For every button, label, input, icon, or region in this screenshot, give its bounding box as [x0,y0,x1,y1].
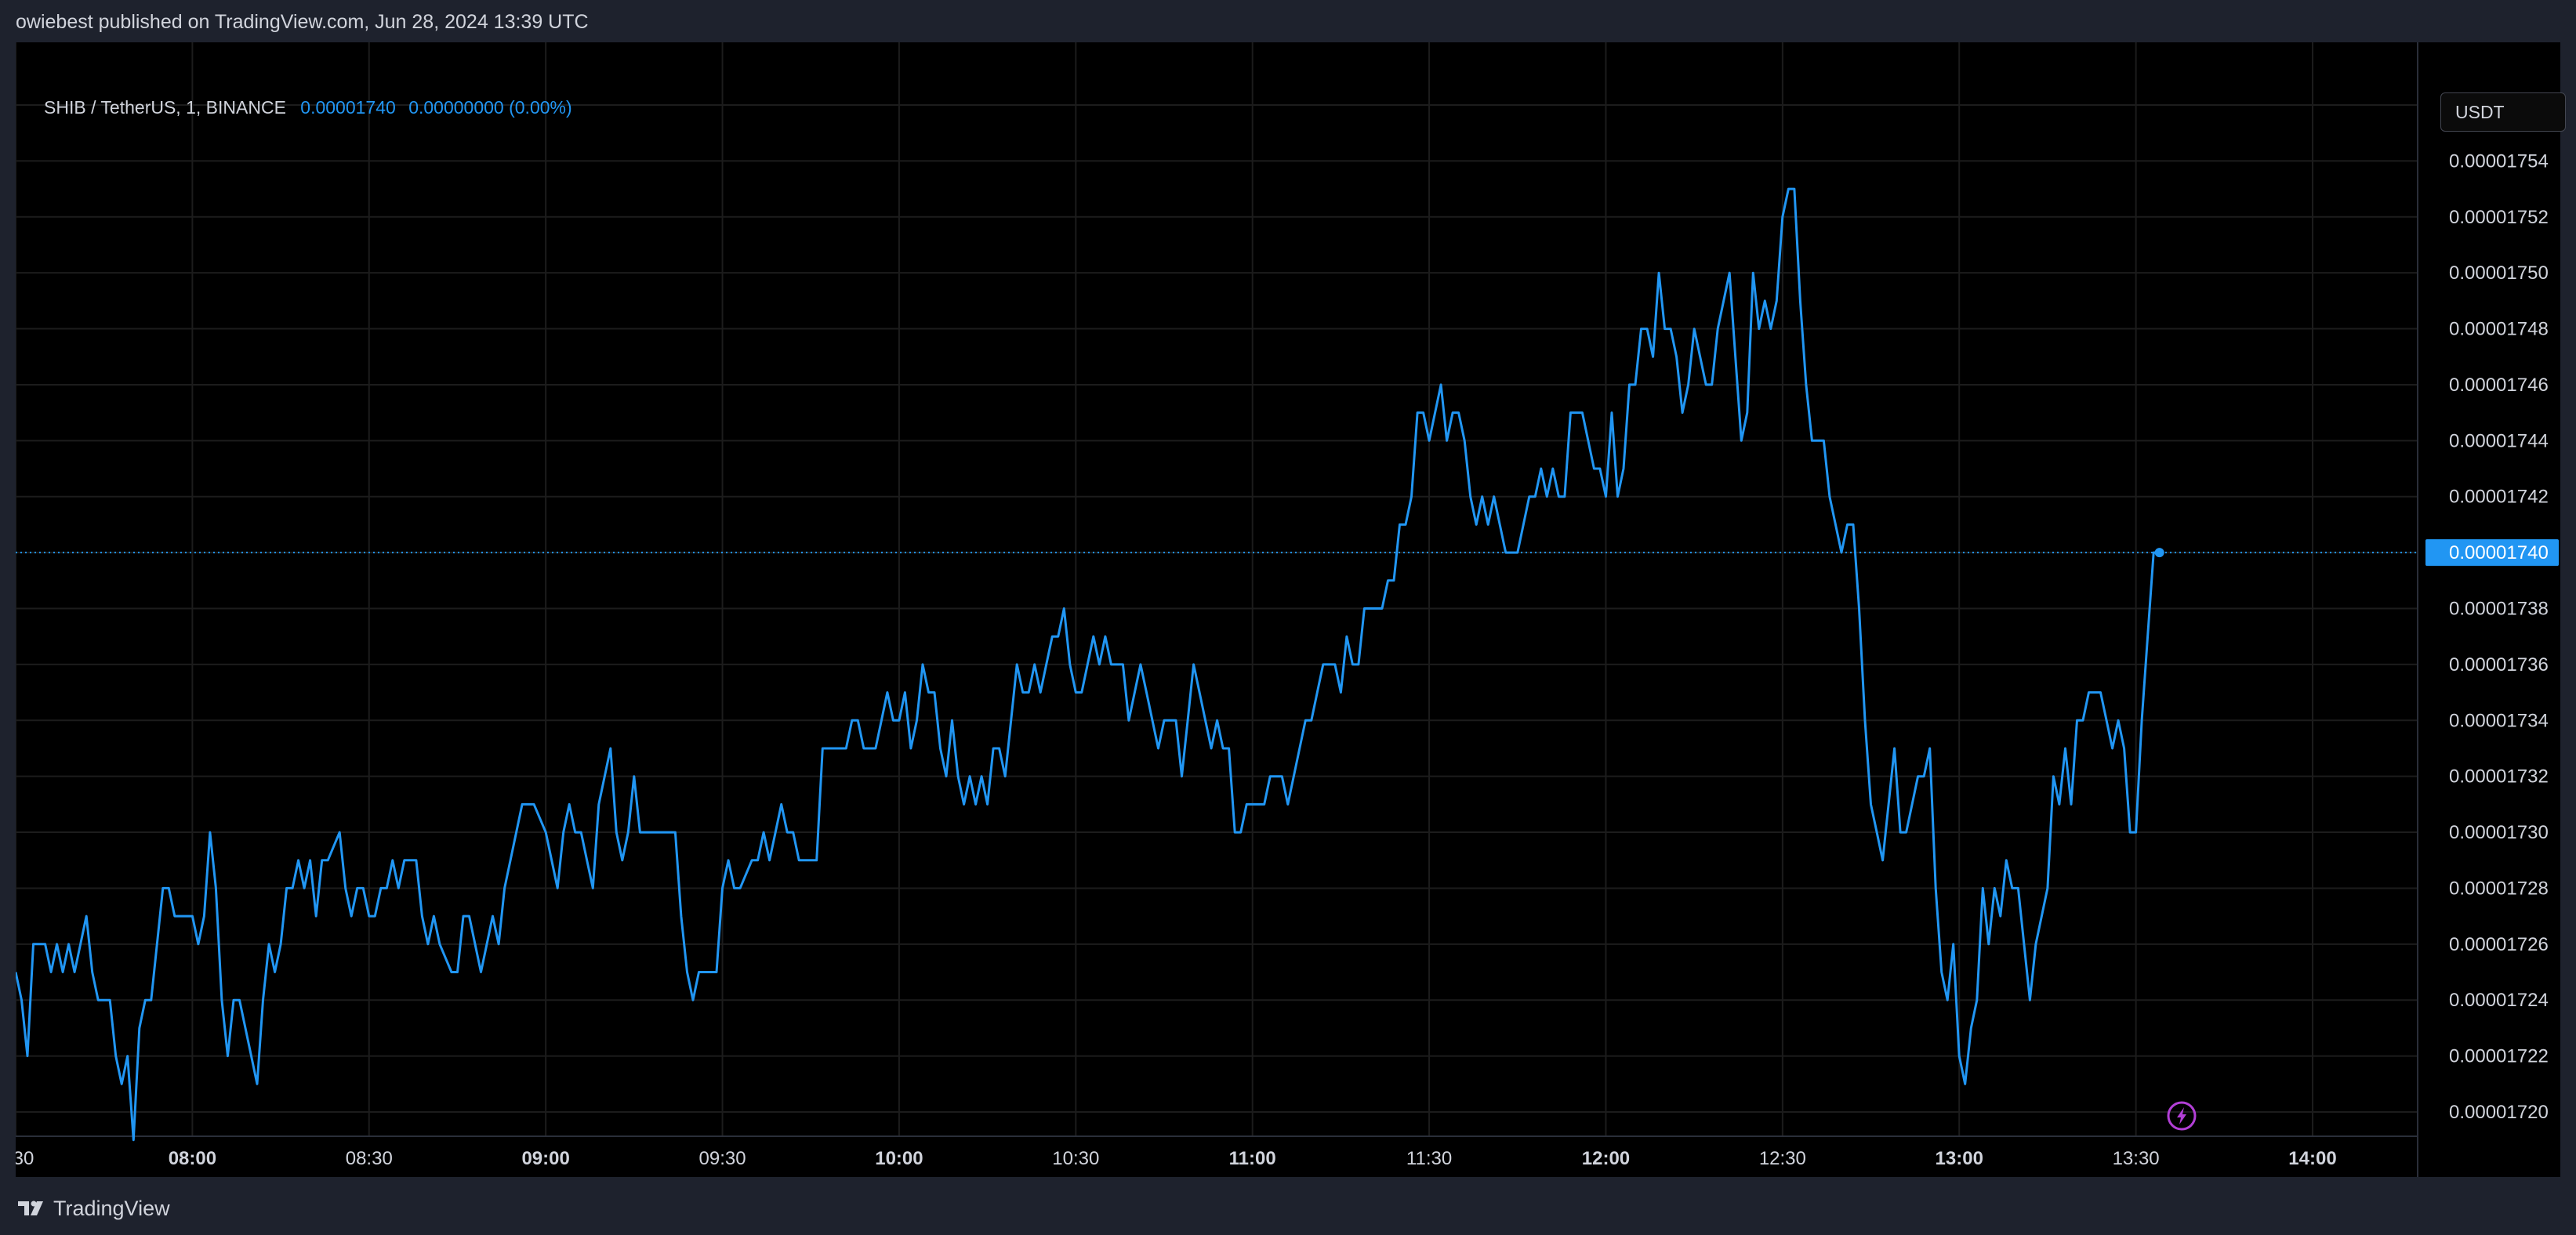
price-tick-label: 0.00001732 [2449,766,2549,788]
price-tick-label: 0.00001742 [2449,487,2549,508]
tradingview-logo-icon [18,1201,43,1215]
legend-last-price: 0.00001740 [300,97,396,118]
chart-legend: SHIB / TetherUS, 1, BINANCE 0.00001740 0… [44,97,572,118]
legend-change: 0.00000000 (0.00%) [408,97,572,118]
current-price-tag: 0.00001740 [2425,539,2559,567]
price-tick-label: 0.00001722 [2449,1046,2549,1067]
price-tick-label: 0.00001738 [2449,599,2549,620]
price-tick-label: 0.00001724 [2449,990,2549,1011]
price-tick-label: 0.00001720 [2449,1102,2549,1123]
last-price-point [2154,548,2164,558]
price-tick-label: 0.00001736 [2449,654,2549,675]
time-tick-label: 11:30 [1406,1148,1452,1169]
currency-button[interactable]: USDT [2440,92,2566,132]
time-tick-label: 7:30 [16,1148,34,1169]
publish-note: owiebest published on TradingView.com, J… [16,11,589,33]
price-tick-label: 0.00001734 [2449,710,2549,731]
lightning-icon[interactable] [2167,1101,2197,1131]
price-tick-label: 0.00001752 [2449,207,2549,228]
price-tick-label: 0.00001748 [2449,319,2549,340]
price-series-line [16,187,2160,1142]
price-tick-label: 0.00001744 [2449,430,2549,451]
header: owiebest published on TradingView.com, J… [0,0,2576,42]
chart-area[interactable]: 0.000017560.000017540.000017520.00001750… [16,42,2566,1177]
brand-name: TradingView [53,1196,170,1220]
time-tick-label: 14:00 [2288,1148,2336,1169]
time-axis: 7:30 08:00 08:30 09:00 09:30 10:00 10:30 11:00 1… [16,1148,2337,1169]
price-axis: 0.000017560.000017540.000017520.00001750… [2449,95,2549,1123]
symbol-title[interactable]: SHIB / TetherUS, 1, BINANCE [44,97,286,118]
price-tick-label: 0.00001746 [2449,375,2549,396]
price-chart[interactable]: 0.000017560.000017540.000017520.00001750… [16,42,2560,1177]
time-tick-label: 12:30 [1759,1148,1806,1169]
time-tick-label: 09:30 [699,1148,746,1169]
price-tick-label: 0.00001726 [2449,934,2549,955]
current-price-tag-label: 0.00001740 [2449,542,2549,563]
price-tick-label: 0.00001754 [2449,150,2549,172]
tradingview-brand[interactable]: TradingView [16,1193,170,1224]
chart-grid [16,42,2418,1177]
time-tick-label: 10:30 [1052,1148,1099,1169]
time-tick-label: 13:00 [1936,1148,1983,1169]
current-price-tag-background [2425,539,2559,567]
price-tick-label: 0.00001750 [2449,263,2549,284]
time-tick-label: 08:00 [169,1148,216,1169]
time-tick-label: 12:00 [1582,1148,1630,1169]
time-tick-label: 09:00 [521,1148,569,1169]
time-tick-label: 11:00 [1229,1148,1276,1169]
time-tick-label: 10:00 [875,1148,923,1169]
price-tick-label: 0.00001730 [2449,822,2549,843]
time-tick-label: 08:30 [346,1148,393,1169]
time-tick-label: 13:30 [2113,1148,2160,1169]
price-tick-label: 0.00001728 [2449,878,2549,899]
